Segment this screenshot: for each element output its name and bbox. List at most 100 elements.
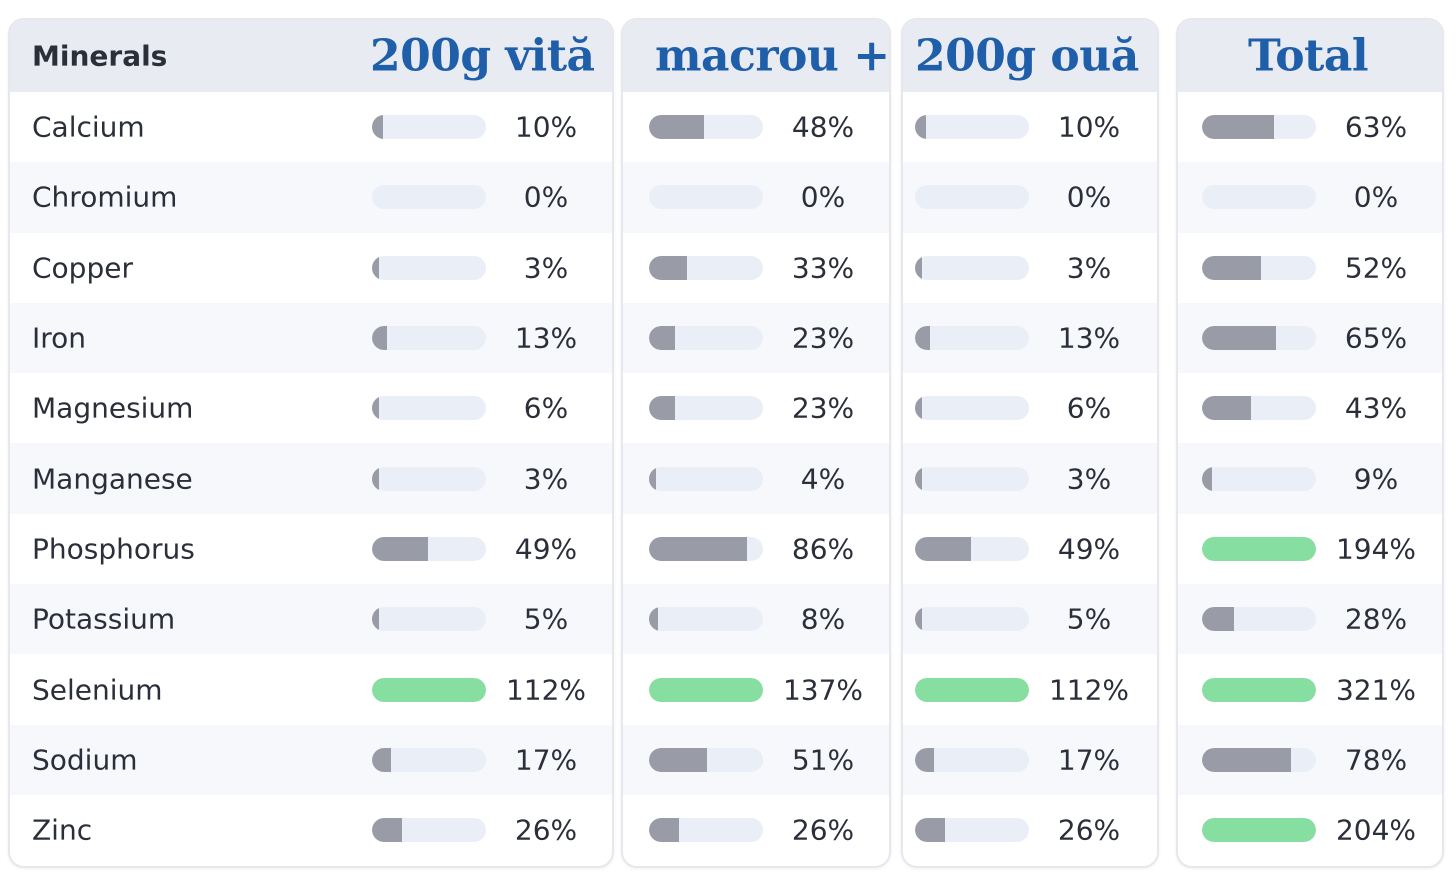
table-row: 9% — [1178, 443, 1442, 514]
panel-beef: Minerals 200g vită + Calcium 10% Chromium 0… — [8, 18, 614, 868]
percent-value: 23% — [791, 391, 855, 425]
mineral-name: Copper — [32, 251, 133, 285]
table-row: 137% — [623, 654, 889, 724]
progress-fill — [915, 747, 935, 772]
panel-mackerel: macrou + 48% 0% 33% 23% 23% 4% 86% 8% 137% 51% 26% — [621, 18, 891, 868]
percent-value: 194% — [1335, 532, 1417, 566]
progress-fill — [649, 747, 708, 772]
progress-bar — [649, 818, 763, 843]
percent-value: 204% — [1335, 813, 1417, 847]
progress-fill — [372, 255, 379, 280]
percent-value: 13% — [1057, 321, 1121, 355]
percent-value: 137% — [782, 673, 864, 707]
progress-bar — [649, 396, 763, 421]
percent-value: 5% — [523, 602, 569, 636]
percent-value: 49% — [514, 532, 578, 566]
percent-value: 33% — [791, 251, 855, 285]
table-row: Magnesium 6% — [10, 373, 612, 443]
percent-value: 0% — [1066, 180, 1112, 214]
progress-bar — [372, 185, 486, 210]
progress-bar — [915, 185, 1029, 210]
mineral-name: Sodium — [32, 743, 138, 777]
rows-mackerel: 48% 0% 33% 23% 23% 4% 86% 8% 137% 51% 26% — [623, 92, 889, 865]
progress-fill — [649, 536, 748, 561]
mineral-name: Calcium — [32, 110, 145, 144]
progress-fill — [915, 255, 922, 280]
percent-value: 26% — [1057, 813, 1121, 847]
progress-fill — [1202, 396, 1252, 421]
progress-bar — [915, 607, 1029, 632]
header-beef: Minerals 200g vită + — [10, 20, 612, 92]
progress-fill — [372, 326, 387, 351]
percent-value: 3% — [1066, 462, 1112, 496]
progress-bar — [1202, 115, 1316, 140]
header-total: Total — [1178, 20, 1442, 92]
progress-fill — [649, 396, 676, 421]
table-row: Zinc 26% — [10, 795, 612, 865]
progress-bar — [649, 466, 763, 491]
progress-fill — [915, 466, 922, 491]
percent-value: 0% — [800, 180, 846, 214]
mineral-name: Zinc — [32, 813, 93, 847]
progress-bar — [915, 396, 1029, 421]
progress-bar — [915, 255, 1029, 280]
progress-bar — [649, 185, 763, 210]
progress-fill — [915, 607, 922, 632]
percent-value: 43% — [1344, 391, 1408, 425]
progress-bar — [915, 818, 1029, 843]
progress-fill — [1202, 536, 1316, 561]
percent-value: 4% — [800, 462, 846, 496]
percent-value: 9% — [1353, 462, 1399, 496]
progress-bar — [1202, 326, 1316, 351]
percent-value: 3% — [523, 251, 569, 285]
percent-value: 8% — [800, 602, 846, 636]
progress-fill — [1202, 466, 1213, 491]
progress-fill — [1202, 818, 1316, 843]
progress-bar — [1202, 536, 1316, 561]
table-row: 23% — [623, 373, 889, 443]
mineral-name: Potassium — [32, 602, 176, 636]
percent-value: 0% — [1353, 180, 1399, 214]
progress-bar — [915, 115, 1029, 140]
percent-value: 48% — [791, 110, 855, 144]
progress-bar — [372, 255, 486, 280]
table-row: 52% — [1178, 233, 1442, 303]
mineral-name: Chromium — [32, 180, 178, 214]
progress-fill — [915, 677, 1029, 702]
table-row: 3% — [903, 443, 1157, 514]
progress-bar — [372, 466, 486, 491]
percent-value: 51% — [791, 743, 855, 777]
table-row: 78% — [1178, 724, 1442, 795]
table-row: 0% — [623, 162, 889, 233]
progress-fill — [649, 466, 656, 491]
table-row: 43% — [1178, 373, 1442, 443]
percent-value: 63% — [1344, 110, 1408, 144]
table-row: 13% — [903, 302, 1157, 374]
panel-total: Total 63% 0% 52% 65% 43% 9% 194% 28% 321% 78% 204% — [1176, 18, 1444, 868]
percent-value: 10% — [1057, 110, 1121, 144]
table-row: Potassium 5% — [10, 584, 612, 655]
progress-bar — [1202, 607, 1316, 632]
progress-bar — [372, 818, 486, 843]
progress-fill — [372, 396, 379, 421]
table-row: 10% — [903, 92, 1157, 162]
percent-value: 3% — [1066, 251, 1112, 285]
progress-fill — [649, 115, 704, 140]
col1-title: 200g vită + — [370, 30, 612, 82]
progress-bar — [915, 326, 1029, 351]
table-row: 86% — [623, 514, 889, 584]
progress-fill — [1202, 326, 1277, 351]
mineral-name: Manganese — [32, 462, 193, 496]
col3-title: 200g ouă = — [915, 30, 1157, 82]
percent-value: 52% — [1344, 251, 1408, 285]
table-row: 321% — [1178, 654, 1442, 724]
progress-bar — [1202, 677, 1316, 702]
table-row: 65% — [1178, 302, 1442, 374]
table-row: 17% — [903, 724, 1157, 795]
progress-bar — [1202, 466, 1316, 491]
progress-fill — [372, 536, 428, 561]
progress-bar — [372, 396, 486, 421]
table-row: Selenium 112% — [10, 654, 612, 724]
progress-fill — [372, 607, 379, 632]
progress-bar — [1202, 185, 1316, 210]
